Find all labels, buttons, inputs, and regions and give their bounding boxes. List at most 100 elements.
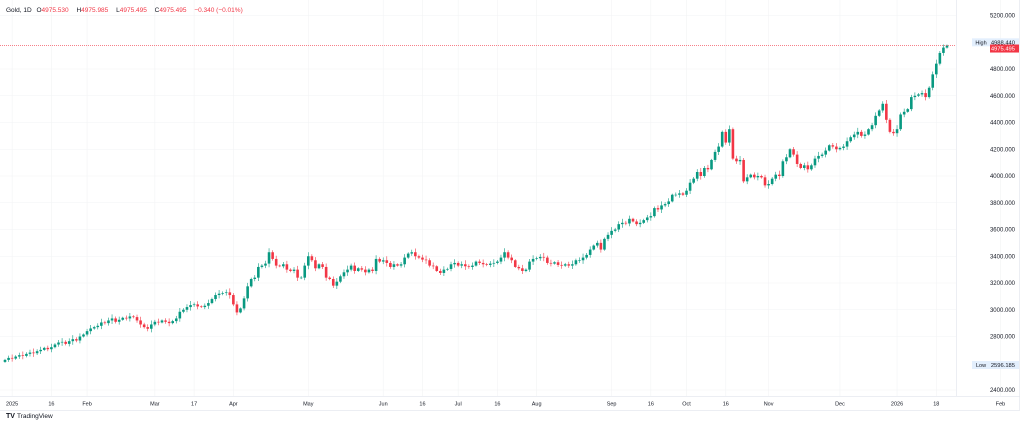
- candle-body: [503, 252, 506, 258]
- candle-body: [339, 276, 342, 282]
- open-value: O4975.530: [36, 7, 69, 14]
- time-tick-label: Oct: [682, 402, 691, 408]
- candle-body: [331, 278, 335, 286]
- candle-body: [285, 264, 289, 270]
- candle-body: [171, 321, 175, 324]
- candle-body: [85, 331, 89, 335]
- candle-body: [103, 322, 107, 324]
- high-marker-label-bg: [972, 38, 990, 47]
- candle-body: [820, 154, 824, 156]
- candle-body: [125, 317, 128, 319]
- candle-body: [892, 131, 895, 134]
- candle-body: [100, 322, 103, 326]
- ohlc-legend: Gold, 1D O4975.530 H4975.985 L4975.495 C…: [6, 7, 246, 14]
- candle-body: [367, 269, 371, 273]
- candle-body: [524, 269, 528, 271]
- candle-body: [688, 182, 692, 191]
- candle-body: [146, 327, 150, 329]
- symbol-label[interactable]: Gold, 1D: [6, 7, 32, 14]
- candle-body: [863, 134, 867, 136]
- candle-body: [813, 158, 817, 166]
- candle-body: [706, 167, 710, 170]
- candle-body: [278, 265, 282, 267]
- candle-body: [842, 146, 845, 148]
- candle-body: [885, 103, 888, 120]
- tradingview-logo[interactable]: TV TradingView: [6, 413, 53, 420]
- candle-body: [528, 261, 531, 270]
- candle-body: [934, 63, 938, 75]
- candle-body: [435, 266, 439, 271]
- candle-body: [214, 295, 217, 300]
- price-tick-label: 4000.000: [990, 174, 1016, 180]
- candle-body: [670, 194, 674, 202]
- candle-body: [424, 259, 428, 261]
- candle-body: [303, 265, 307, 278]
- candle-body: [553, 262, 556, 264]
- candle-body: [710, 159, 713, 170]
- candle-body: [760, 176, 763, 178]
- candle-body: [356, 268, 360, 271]
- time-tick-label: 16: [48, 402, 54, 408]
- candle-body: [32, 352, 35, 354]
- candle-body: [667, 201, 670, 205]
- candle-body: [324, 266, 328, 278]
- price-axis[interactable]: 2400.000 2800.000 3000.000 3200.000 3400.000…: [990, 14, 1016, 395]
- candle-body: [685, 190, 688, 195]
- candle-body: [874, 115, 877, 126]
- candle-body: [910, 97, 913, 110]
- candle-body: [50, 347, 53, 350]
- candle-body: [299, 277, 303, 279]
- candle-body: [35, 351, 39, 354]
- candle-body: [513, 260, 517, 267]
- change-value: −0.340 (−0.01%): [194, 7, 243, 14]
- price-tick-label: 2800.000: [990, 335, 1016, 341]
- high-marker-label: High: [975, 40, 986, 46]
- candle-body: [235, 304, 239, 313]
- candle-body: [638, 222, 642, 225]
- candle-body: [53, 344, 57, 348]
- time-axis[interactable]: 2025 16 Feb Mar 17 Apr May Jun 16 Jul 16 Aug Sep 16 Oc…: [6, 402, 1005, 408]
- candle-body: [221, 293, 224, 294]
- candle-body: [888, 119, 892, 132]
- price-tick-label: 3800.000: [990, 201, 1016, 207]
- candle-body: [806, 165, 810, 170]
- candle-body: [852, 134, 856, 138]
- candle-body: [777, 174, 781, 176]
- candle-body: [3, 359, 7, 362]
- price-axis-border: [956, 0, 957, 396]
- candle-body: [25, 353, 28, 356]
- price-tick-label: 4400.000: [990, 121, 1016, 127]
- candle-body: [128, 316, 132, 319]
- price-tick-label: 5200.000: [990, 14, 1016, 20]
- candle-body: [314, 260, 317, 269]
- candle-body: [731, 129, 735, 159]
- candle-body: [224, 292, 228, 294]
- price-tick-label: 2400.000: [990, 388, 1016, 394]
- candle-body: [713, 151, 717, 160]
- candle-body: [613, 229, 617, 231]
- candle-body: [428, 260, 431, 266]
- candle-body: [282, 264, 285, 267]
- candle-body: [431, 265, 435, 267]
- candle-body: [10, 357, 14, 359]
- candle-body: [360, 268, 364, 270]
- candle-body: [392, 264, 396, 267]
- candle-body: [717, 146, 720, 152]
- candle-body: [317, 264, 321, 269]
- candle-body: [942, 47, 945, 53]
- candle-body: [14, 356, 18, 359]
- candle-body: [460, 264, 464, 266]
- candle-body: [328, 277, 332, 279]
- candle-body: [556, 262, 560, 265]
- candle-body: [364, 269, 367, 273]
- candle-body: [770, 178, 774, 185]
- candle-body: [610, 230, 613, 235]
- candle-body: [189, 305, 192, 308]
- candle-body: [42, 347, 46, 350]
- candle-body: [46, 347, 50, 350]
- time-tick-label: 16: [648, 402, 654, 408]
- candle-body: [742, 159, 745, 182]
- time-axis-bottom-border: [0, 410, 1020, 411]
- candle-body: [945, 45, 949, 48]
